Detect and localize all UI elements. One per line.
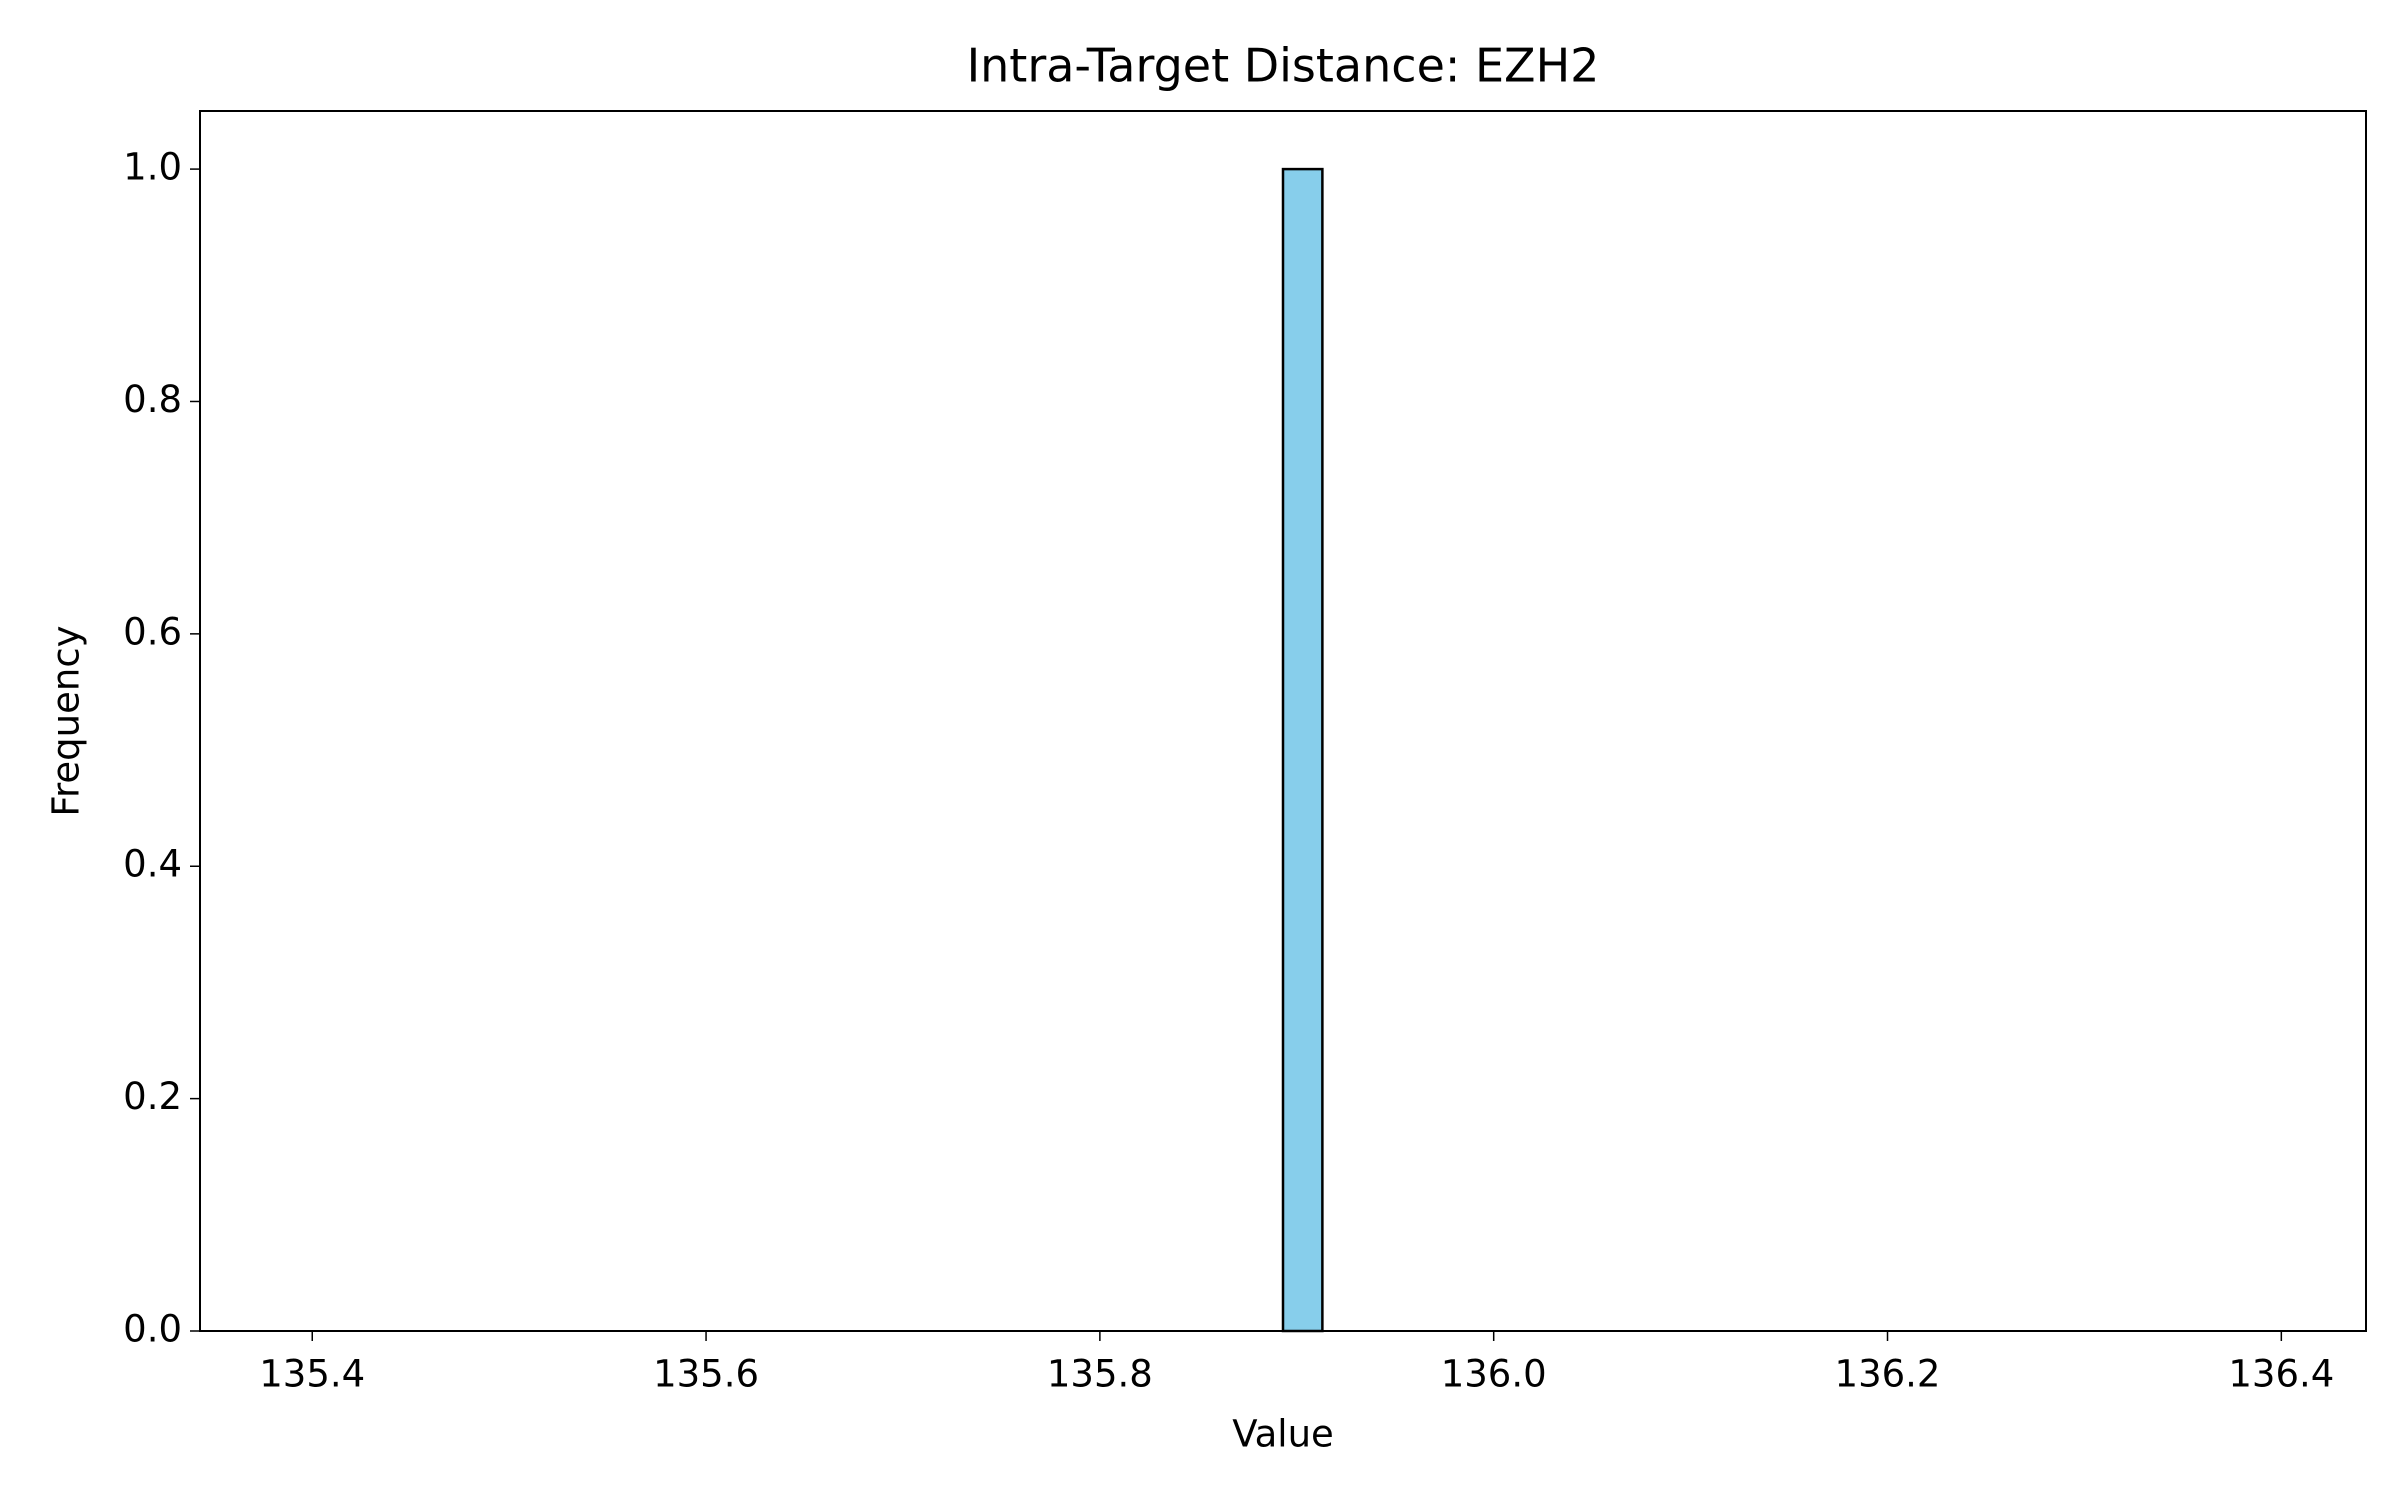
y-tick-label: 1.0 [123,146,182,189]
x-tick-label: 135.8 [1047,1353,1153,1396]
x-tick-label: 136.0 [1441,1353,1547,1396]
y-tick-label: 0.0 [123,1308,182,1351]
y-tick-label: 0.4 [123,843,182,886]
x-tick-label: 136.2 [1835,1353,1941,1396]
x-tick-label: 135.4 [259,1353,365,1396]
bar [1281,167,1324,1333]
y-tick-label: 0.6 [123,610,182,653]
plot-frame [199,110,2367,1332]
y-tick-label: 0.8 [123,378,182,421]
x-tick-label: 135.6 [653,1353,759,1396]
x-tick-label: 136.4 [2228,1353,2334,1396]
chart-title: Intra-Target Distance: EZH2 [967,39,1600,93]
y-tick-label: 0.2 [123,1075,182,1118]
x-axis-label: Value [1232,1413,1334,1456]
y-axis-label: Frequency [45,625,88,816]
